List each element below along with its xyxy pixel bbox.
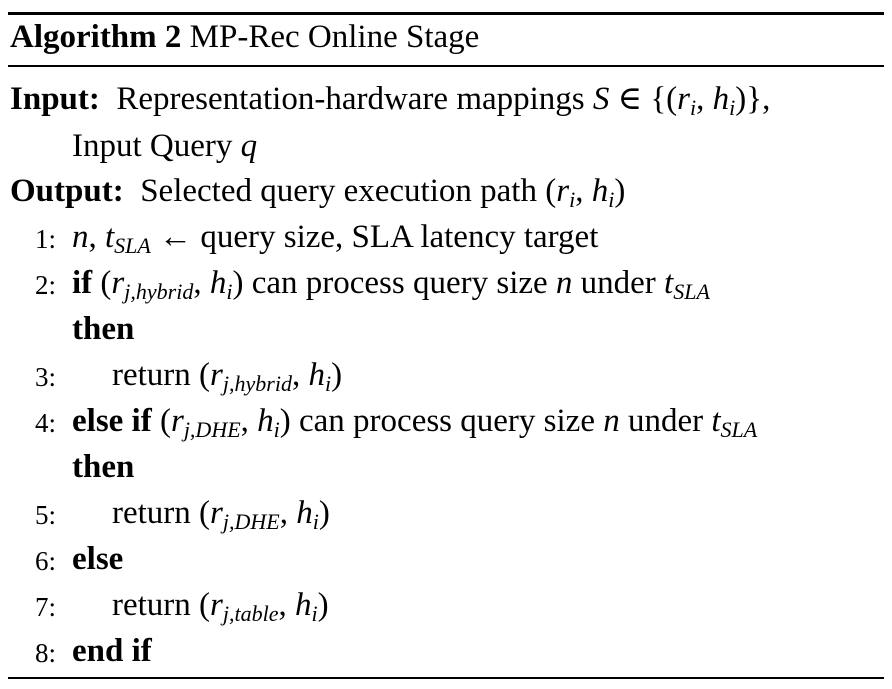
step-number: 5: bbox=[34, 500, 56, 530]
step-2-text2: under bbox=[580, 265, 656, 301]
mid-rule bbox=[8, 65, 884, 67]
keyword-else: else bbox=[72, 541, 124, 577]
keyword-then: then bbox=[72, 311, 135, 347]
return-keyword: return bbox=[112, 495, 191, 531]
output-keyword: Output: bbox=[10, 173, 124, 209]
step-4-text2: under bbox=[627, 403, 704, 439]
bottom-rule bbox=[8, 677, 884, 679]
step-number: 2: bbox=[34, 270, 56, 300]
keyword-if: if bbox=[72, 265, 93, 301]
step-5: return (rj,DHE, hi) bbox=[112, 495, 330, 534]
step-1: n, tSLA ← query size, SLA latency target bbox=[72, 219, 599, 258]
return-keyword: return bbox=[112, 587, 191, 623]
output-line: Output: Selected query execution path (r… bbox=[10, 173, 626, 212]
step-4-then: then bbox=[72, 447, 134, 487]
keyword-else-if: else if bbox=[72, 403, 152, 439]
step-4: else if (rj,DHE, hi) can process query s… bbox=[72, 403, 758, 442]
step-number: 6: bbox=[34, 546, 56, 576]
step-2-text: can process query size bbox=[251, 265, 548, 301]
keyword-end-if: end if bbox=[72, 633, 152, 669]
step-1-text: query size, SLA latency target bbox=[200, 219, 599, 255]
top-rule bbox=[8, 12, 884, 15]
step-2-then: then bbox=[72, 309, 134, 349]
step-4-text: can process query size bbox=[299, 403, 595, 439]
return-keyword: return bbox=[112, 357, 191, 393]
step-7: return (rj,table, hi) bbox=[112, 587, 329, 626]
algorithm-name: MP-Rec Online Stage bbox=[189, 19, 480, 55]
query-symbol: q bbox=[240, 128, 258, 164]
keyword-then: then bbox=[72, 449, 135, 485]
input-keyword: Input: bbox=[10, 81, 100, 117]
step-6: else bbox=[72, 539, 123, 579]
algorithm-label: Algorithm 2 bbox=[10, 19, 182, 55]
step-number: 1: bbox=[34, 224, 56, 254]
input-query-text: Input Query bbox=[72, 128, 233, 164]
input-line: Input: Representation-hardware mappings … bbox=[10, 81, 771, 120]
input-text: Representation-hardware mappings bbox=[116, 81, 585, 117]
step-number: 3: bbox=[34, 362, 56, 392]
output-text: Selected query execution path bbox=[140, 173, 537, 209]
step-number: 4: bbox=[34, 408, 56, 438]
step-2: if (rj,hybrid, hi) can process query siz… bbox=[72, 265, 710, 304]
step-8: end if bbox=[72, 631, 152, 671]
step-3: return (rj,hybrid, hi) bbox=[112, 357, 343, 396]
step-number: 7: bbox=[34, 592, 56, 622]
algorithm-title: Algorithm 2 MP-Rec Online Stage bbox=[10, 17, 479, 57]
step-number: 8: bbox=[34, 638, 56, 668]
input-line-2: Input Query q bbox=[72, 126, 257, 166]
input-math: S bbox=[592, 81, 610, 117]
